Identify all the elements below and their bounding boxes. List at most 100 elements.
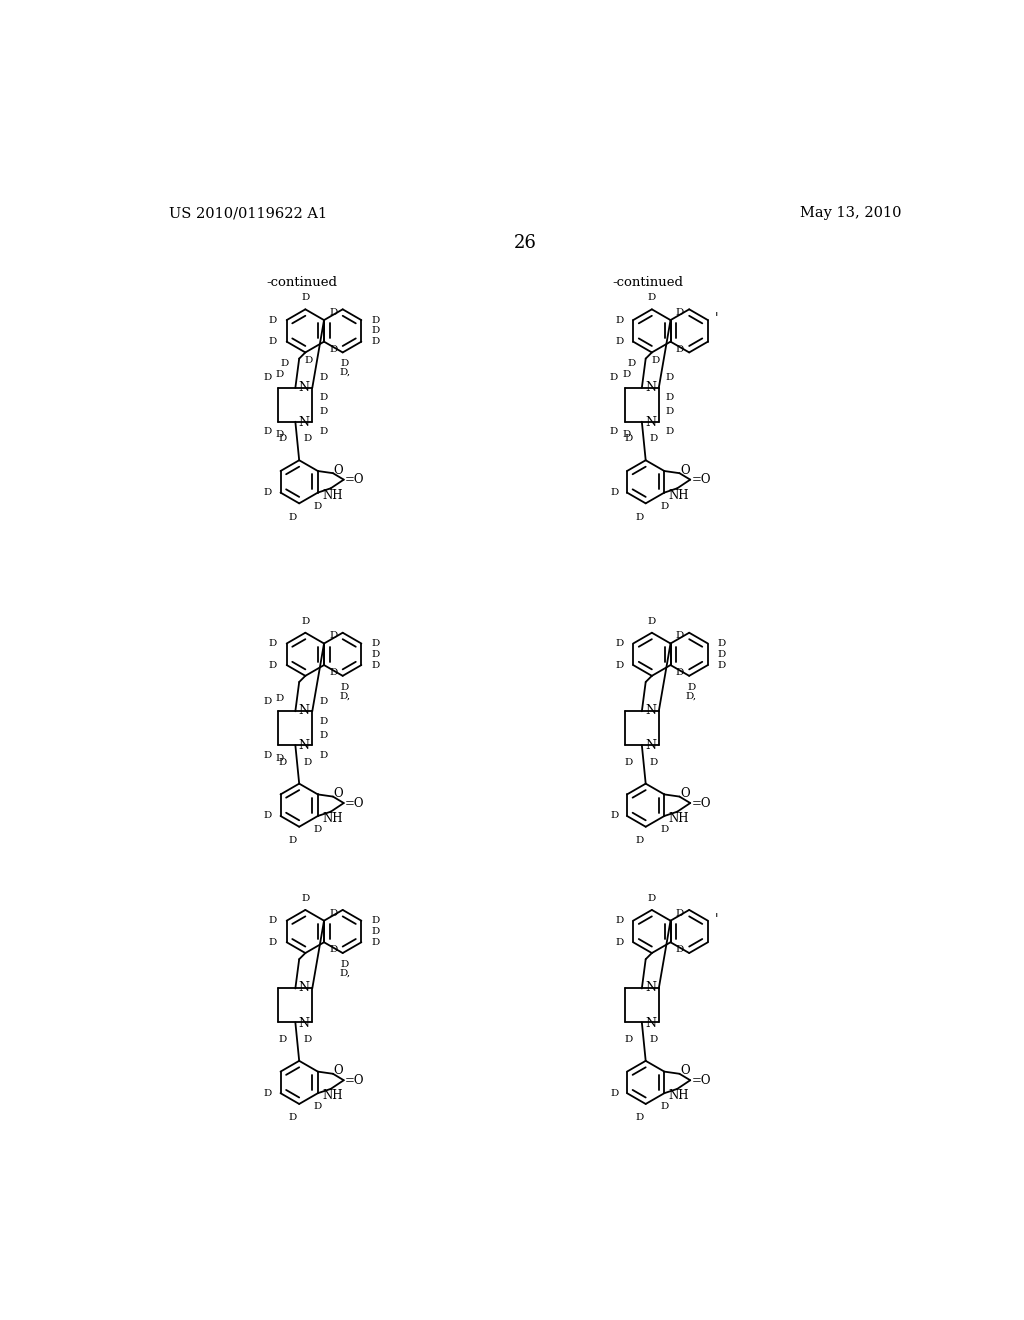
Text: D: D <box>330 631 338 640</box>
Text: D: D <box>650 434 658 444</box>
Text: D: D <box>676 668 684 677</box>
Text: D: D <box>650 1035 658 1044</box>
Text: D: D <box>303 434 311 444</box>
Text: D: D <box>625 758 633 767</box>
Text: D: D <box>268 337 276 346</box>
Text: D: D <box>615 937 624 946</box>
Text: D: D <box>651 356 659 366</box>
Text: D: D <box>268 639 276 648</box>
Text: D: D <box>615 916 624 925</box>
Text: D: D <box>301 293 309 302</box>
Text: D: D <box>264 1089 272 1098</box>
Text: NH: NH <box>323 812 343 825</box>
Text: N: N <box>645 704 656 717</box>
Text: D: D <box>371 937 380 946</box>
Text: N: N <box>298 416 309 429</box>
Text: D: D <box>609 374 617 383</box>
Text: D: D <box>615 660 624 669</box>
Text: D: D <box>648 293 656 302</box>
Text: D: D <box>275 430 284 440</box>
Text: =O: =O <box>691 473 711 486</box>
Text: -continued: -continued <box>612 276 683 289</box>
Text: O: O <box>680 787 689 800</box>
Text: D: D <box>635 512 643 521</box>
Text: D: D <box>341 682 349 692</box>
Text: D: D <box>371 649 380 659</box>
Text: May 13, 2010: May 13, 2010 <box>801 206 902 220</box>
Text: D: D <box>648 616 656 626</box>
Text: D: D <box>676 908 684 917</box>
Text: D: D <box>279 758 287 767</box>
Text: N: N <box>645 739 656 752</box>
Text: D: D <box>660 502 669 511</box>
Text: D: D <box>313 502 322 511</box>
Text: NH: NH <box>323 1089 343 1102</box>
Text: D: D <box>648 894 656 903</box>
Text: O: O <box>334 787 343 800</box>
Text: D: D <box>676 345 684 354</box>
Text: D: D <box>304 356 312 366</box>
Text: D: D <box>264 488 272 498</box>
Text: D: D <box>718 639 726 648</box>
Text: D: D <box>301 894 309 903</box>
Text: D: D <box>371 916 380 925</box>
Text: D: D <box>666 408 674 416</box>
Text: D: D <box>330 308 338 317</box>
Text: D: D <box>666 374 674 383</box>
Text: N: N <box>645 1016 656 1030</box>
Text: D: D <box>371 337 380 346</box>
Text: D: D <box>628 359 636 368</box>
Text: D: D <box>303 1035 311 1044</box>
Text: D: D <box>650 758 658 767</box>
Text: NH: NH <box>669 488 689 502</box>
Text: D: D <box>263 751 271 759</box>
Text: D,: D, <box>339 368 350 376</box>
Text: N: N <box>645 380 656 393</box>
Text: N: N <box>298 981 309 994</box>
Text: D: D <box>319 374 328 383</box>
Text: D: D <box>319 408 328 416</box>
Text: D: D <box>268 916 276 925</box>
Text: D: D <box>319 393 328 403</box>
Text: D: D <box>610 1089 618 1098</box>
Text: N: N <box>298 704 309 717</box>
Text: D: D <box>609 428 617 436</box>
Text: NH: NH <box>669 812 689 825</box>
Text: D: D <box>263 697 271 706</box>
Text: US 2010/0119622 A1: US 2010/0119622 A1 <box>169 206 328 220</box>
Text: D: D <box>341 960 349 969</box>
Text: D: D <box>666 428 674 436</box>
Text: N: N <box>645 981 656 994</box>
Text: D: D <box>666 393 674 403</box>
Text: D: D <box>279 434 287 444</box>
Text: D: D <box>330 668 338 677</box>
Text: D: D <box>263 428 271 436</box>
Text: D,: D, <box>339 969 350 977</box>
Text: D: D <box>635 1113 643 1122</box>
Text: N: N <box>298 739 309 752</box>
Text: 26: 26 <box>513 234 537 252</box>
Text: D: D <box>301 616 309 626</box>
Text: D: D <box>676 945 684 954</box>
Text: D: D <box>610 812 618 821</box>
Text: ': ' <box>715 312 718 325</box>
Text: D: D <box>268 937 276 946</box>
Text: D: D <box>718 649 726 659</box>
Text: D: D <box>313 825 322 834</box>
Text: D: D <box>281 359 289 368</box>
Text: D: D <box>371 660 380 669</box>
Text: D: D <box>319 731 328 739</box>
Text: D: D <box>623 371 631 379</box>
Text: D: D <box>615 639 624 648</box>
Text: =O: =O <box>345 1073 365 1086</box>
Text: D: D <box>263 374 271 383</box>
Text: =O: =O <box>691 1073 711 1086</box>
Text: D: D <box>660 825 669 834</box>
Text: D: D <box>371 315 380 325</box>
Text: NH: NH <box>323 488 343 502</box>
Text: D: D <box>319 428 328 436</box>
Text: D: D <box>625 1035 633 1044</box>
Text: D: D <box>289 836 297 845</box>
Text: D: D <box>660 1102 669 1111</box>
Text: D: D <box>615 337 624 346</box>
